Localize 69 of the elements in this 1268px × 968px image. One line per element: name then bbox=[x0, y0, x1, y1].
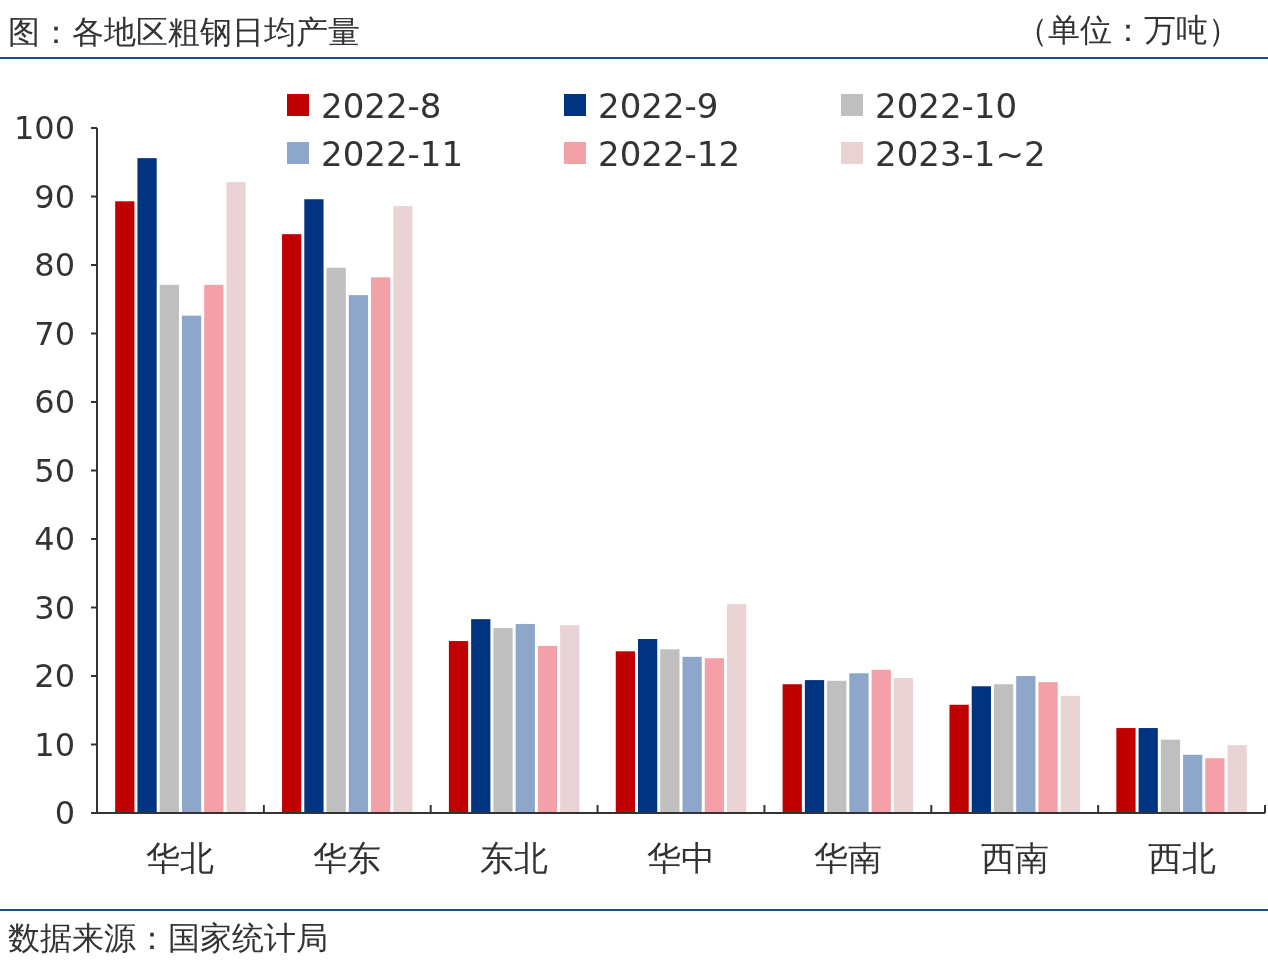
bar bbox=[282, 234, 302, 813]
bar bbox=[849, 673, 869, 813]
bar bbox=[782, 684, 802, 813]
bar bbox=[159, 284, 179, 813]
legend-label: 2022-11 bbox=[321, 133, 464, 174]
bar bbox=[348, 295, 369, 813]
x-tick-label: 东北 bbox=[480, 837, 549, 878]
bar bbox=[115, 201, 135, 813]
x-tick-label: 华中 bbox=[647, 837, 715, 878]
bar bbox=[560, 625, 580, 813]
chart-title: 图：各地区粗钢日均产量 bbox=[8, 13, 360, 52]
bar bbox=[1205, 758, 1225, 813]
bar bbox=[660, 649, 680, 813]
y-tick-label: 40 bbox=[34, 520, 75, 559]
y-tick-label: 50 bbox=[34, 451, 75, 490]
y-tick-label: 30 bbox=[34, 588, 75, 627]
y-tick-label: 80 bbox=[34, 246, 75, 285]
bar bbox=[304, 199, 324, 813]
source-note: 数据来源：国家统计局 bbox=[8, 919, 328, 958]
bar bbox=[1038, 682, 1058, 813]
bar bbox=[1016, 676, 1036, 813]
legend-label: 2022-12 bbox=[598, 133, 741, 174]
bar bbox=[493, 628, 513, 813]
bar bbox=[871, 669, 891, 813]
x-tick-label: 华北 bbox=[146, 837, 215, 878]
bar bbox=[949, 704, 969, 813]
bar bbox=[615, 651, 635, 813]
y-tick-label: 0 bbox=[54, 794, 75, 833]
bar bbox=[371, 277, 391, 813]
bar bbox=[537, 645, 558, 813]
bar bbox=[827, 680, 847, 813]
bar bbox=[1116, 728, 1136, 813]
bar bbox=[393, 206, 413, 813]
bar bbox=[993, 684, 1014, 813]
bar bbox=[682, 656, 702, 813]
legend-label: 2023-1~2 bbox=[875, 133, 1046, 174]
y-tick-label: 90 bbox=[34, 177, 75, 216]
bar bbox=[638, 639, 658, 813]
bar bbox=[704, 658, 724, 813]
bar bbox=[727, 604, 747, 813]
bar bbox=[1227, 745, 1247, 813]
bar bbox=[471, 619, 491, 813]
y-tick-label: 10 bbox=[34, 725, 75, 764]
legend-label: 2022-9 bbox=[598, 85, 719, 126]
bar bbox=[804, 680, 825, 813]
bar bbox=[1060, 695, 1080, 813]
legend-label: 2022-10 bbox=[875, 85, 1018, 126]
x-tick-label: 西北 bbox=[1147, 837, 1216, 878]
bar bbox=[448, 641, 469, 813]
y-tick-label: 100 bbox=[13, 109, 75, 148]
x-tick-label: 华东 bbox=[313, 837, 382, 878]
bar bbox=[1160, 739, 1181, 813]
bar bbox=[326, 267, 346, 813]
y-tick-label: 70 bbox=[34, 314, 75, 353]
bar bbox=[137, 158, 157, 813]
legend-label: 2022-8 bbox=[321, 85, 442, 126]
y-tick-label: 20 bbox=[34, 657, 75, 696]
x-tick-label: 华南 bbox=[813, 837, 882, 878]
bar bbox=[1138, 728, 1158, 813]
y-axis-title: （单位：万吨） bbox=[1016, 11, 1240, 50]
y-tick-label: 60 bbox=[34, 383, 75, 422]
bar bbox=[515, 623, 535, 813]
bar bbox=[971, 686, 991, 813]
x-tick-label: 西南 bbox=[980, 837, 1049, 878]
bar bbox=[204, 284, 224, 813]
bar bbox=[893, 678, 914, 813]
bar bbox=[181, 315, 202, 813]
bar bbox=[226, 182, 246, 813]
bar bbox=[1183, 754, 1203, 813]
